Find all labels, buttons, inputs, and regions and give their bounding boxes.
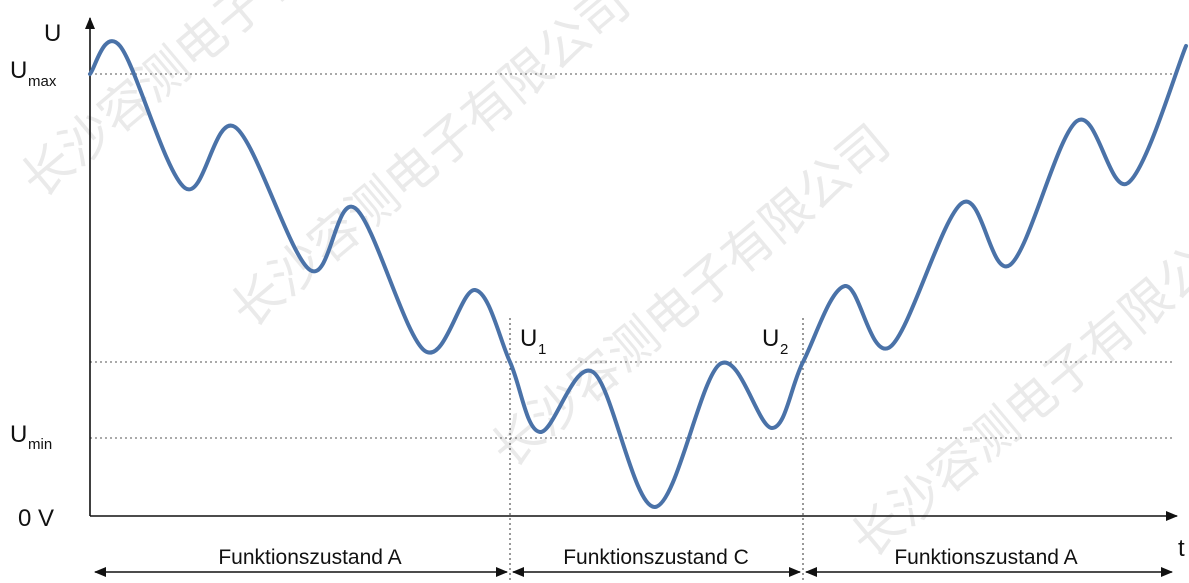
watermark: 长沙容测电子有限公司 长沙容测电子有限公司 长沙容测电子有限公司 长沙容测电子有…	[10, 0, 1189, 569]
watermark-text: 长沙容测电子有限公司	[480, 113, 900, 479]
u2-label-main: U	[762, 325, 779, 352]
umax-label-main: U	[10, 57, 27, 84]
umax-label-sub: max	[28, 73, 57, 90]
u2-label: U 2	[762, 325, 788, 358]
umin-label: U min	[10, 421, 52, 453]
umin-label-main: U	[10, 421, 27, 448]
u1-label-main: U	[520, 325, 537, 352]
y-axis-label: U	[44, 20, 61, 47]
u2-label-sub: 2	[780, 341, 788, 358]
zone-c-label: Funktionszustand C	[563, 546, 749, 569]
zone-a-right-label: Funktionszustand A	[894, 546, 1077, 569]
x-axis-label: t	[1178, 535, 1185, 562]
u1-label: U 1	[520, 325, 546, 358]
u1-label-sub: 1	[538, 341, 546, 358]
voltage-curve	[88, 39, 1188, 510]
zero-volt-label: 0 V	[18, 505, 54, 532]
watermark-text: 长沙容测电子有限公司	[220, 0, 640, 339]
umax-label: U max	[10, 57, 57, 90]
umin-label-sub: min	[28, 436, 52, 453]
zone-a-left-label: Funktionszustand A	[218, 546, 401, 569]
